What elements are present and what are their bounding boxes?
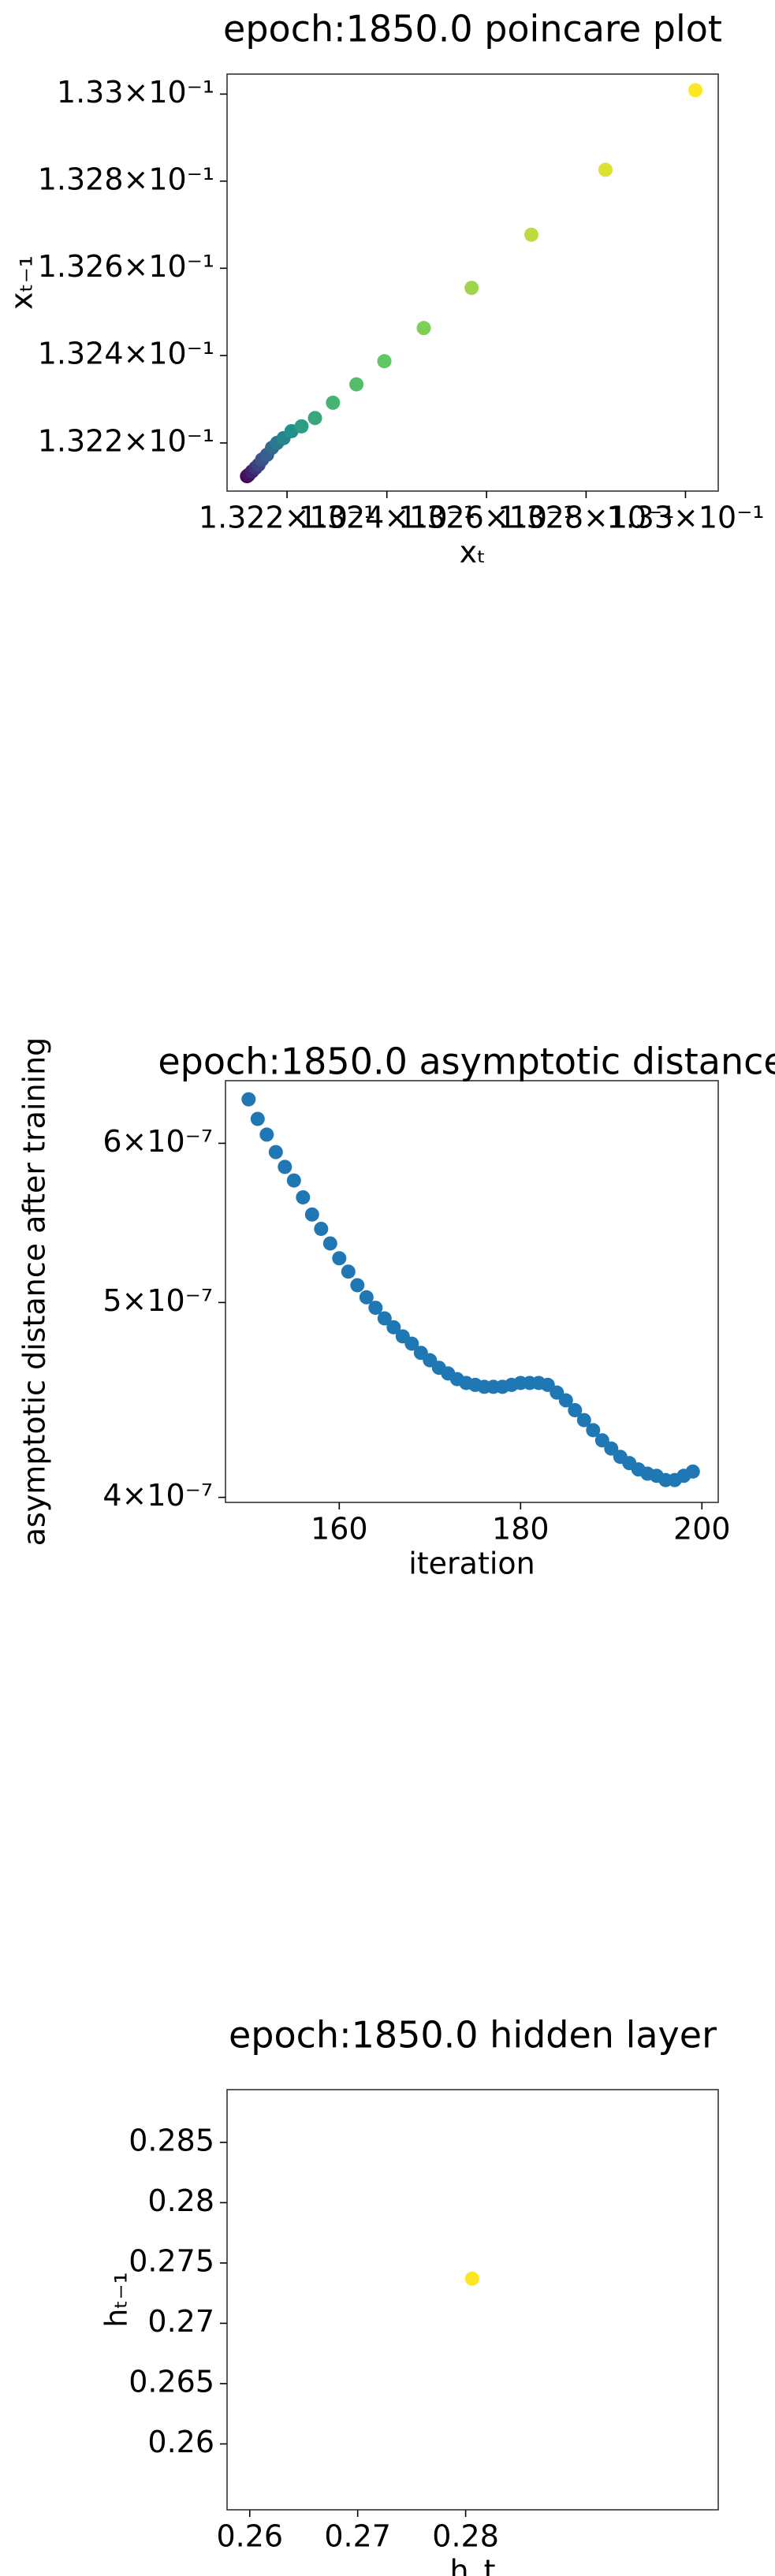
- point: [586, 1423, 601, 1438]
- point: [568, 1403, 583, 1418]
- plot-area: [226, 73, 719, 492]
- point: [594, 1433, 609, 1448]
- point: [326, 395, 341, 410]
- point: [296, 1189, 311, 1204]
- point: [259, 1127, 274, 1142]
- point: [377, 354, 392, 369]
- y-tick-label: 0.27: [147, 2304, 214, 2339]
- point: [341, 1264, 356, 1279]
- plot-area: [226, 2089, 719, 2511]
- point: [349, 377, 364, 392]
- point: [307, 411, 322, 426]
- y-tick-label: 0.275: [129, 2243, 214, 2278]
- point: [368, 1301, 383, 1316]
- point: [286, 1173, 301, 1188]
- point: [377, 1311, 392, 1326]
- point: [576, 1413, 591, 1428]
- y-tick-label: 1.324×10⁻¹: [38, 337, 214, 371]
- point: [332, 1251, 347, 1266]
- y-tick-label: 1.33×10⁻¹: [57, 75, 214, 110]
- x-tick-label: 0.26: [216, 2519, 283, 2554]
- chart-title: epoch:1850.0 asymptotic distance: [158, 1040, 775, 1083]
- x-tick-label: 1.33×10⁻¹: [606, 501, 764, 535]
- x-axis-label: iteration: [408, 1547, 535, 1581]
- y-tick-label: 5×10⁻⁷: [102, 1283, 213, 1318]
- point: [359, 1290, 374, 1305]
- x-tick-label: 0.28: [432, 2519, 499, 2554]
- x-tick-label: 0.27: [324, 2519, 391, 2554]
- point: [464, 281, 479, 296]
- chart-title: epoch:1850.0 poincare plot: [223, 8, 722, 50]
- x-axis-label: xₜ: [460, 535, 486, 570]
- y-axis-label: hₜ₋₁: [99, 2272, 134, 2328]
- y-tick-label: 1.328×10⁻¹: [38, 162, 214, 196]
- x-tick-label: 1.324×10⁻¹: [299, 501, 475, 535]
- x-tick-label: 1.328×10⁻¹: [497, 501, 674, 535]
- y-tick-label: 0.265: [129, 2364, 214, 2399]
- point: [350, 1278, 365, 1293]
- y-tick-label: 1.326×10⁻¹: [38, 249, 214, 284]
- x-tick-label: 160: [311, 1512, 368, 1547]
- x-tick-label: 1.326×10⁻¹: [398, 501, 575, 535]
- point: [278, 1160, 292, 1174]
- x-axis-label: h_t: [450, 2554, 496, 2576]
- x-tick-label: 180: [492, 1512, 550, 1547]
- point: [464, 2271, 479, 2286]
- point: [322, 1236, 337, 1251]
- point: [558, 1393, 573, 1408]
- point: [523, 227, 538, 242]
- y-axis-label: asymptotic distance after training: [17, 1037, 52, 1547]
- point: [304, 1207, 319, 1222]
- point: [688, 83, 703, 98]
- point: [241, 1092, 256, 1107]
- point: [386, 1320, 401, 1335]
- y-tick-label: 1.322×10⁻¹: [38, 423, 214, 458]
- point: [294, 419, 309, 434]
- point: [314, 1221, 329, 1236]
- point: [250, 1111, 265, 1126]
- y-tick-label: 0.26: [147, 2425, 214, 2459]
- x-tick-label: 200: [673, 1512, 731, 1547]
- y-axis-label: xₜ₋₁: [5, 255, 39, 310]
- chart-title: epoch:1850.0 hidden layer: [229, 2014, 717, 2057]
- point: [268, 1145, 283, 1160]
- plot-area: [225, 1080, 719, 1503]
- point: [598, 162, 613, 177]
- y-tick-label: 0.285: [129, 2123, 214, 2157]
- point: [685, 1464, 700, 1479]
- y-tick-label: 6×10⁻⁷: [102, 1124, 213, 1159]
- y-tick-label: 4×10⁻⁷: [102, 1478, 213, 1513]
- point: [604, 1441, 619, 1456]
- point: [416, 321, 431, 336]
- y-tick-label: 0.28: [147, 2183, 214, 2218]
- x-tick-label: 1.322×10⁻¹: [199, 501, 375, 535]
- point: [404, 1336, 419, 1351]
